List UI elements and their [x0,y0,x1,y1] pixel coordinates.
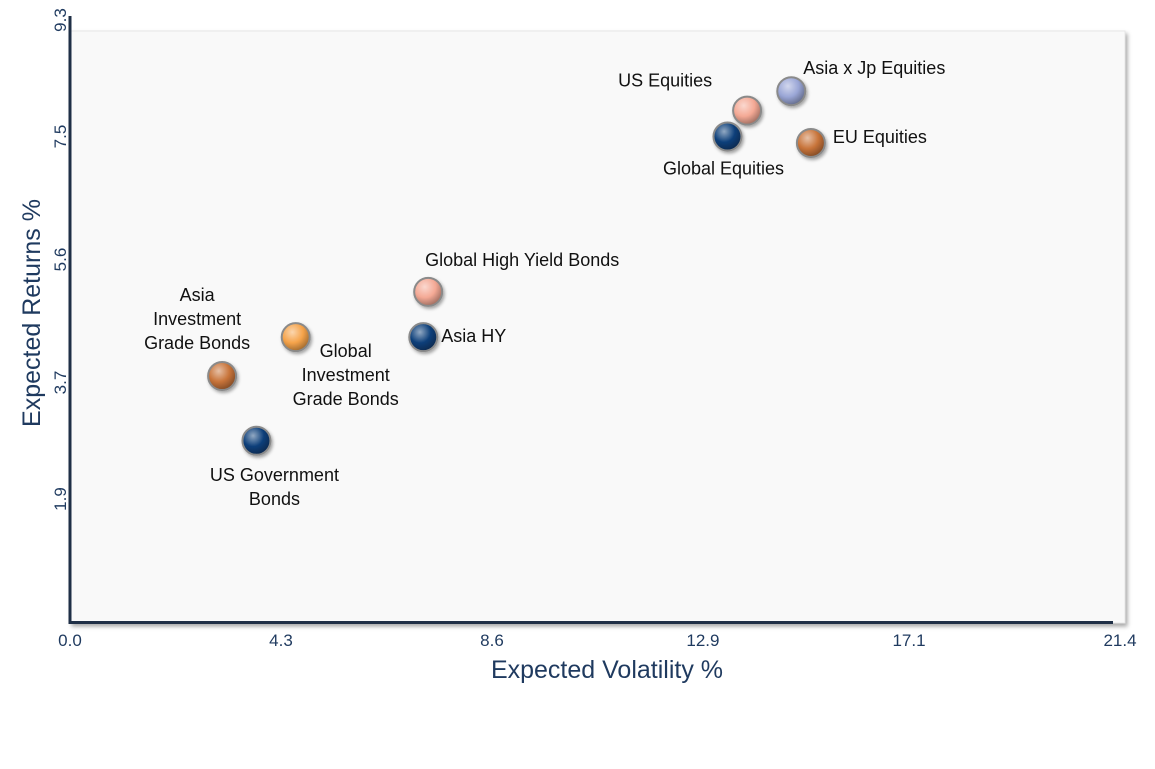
data-point [241,425,272,456]
y-tick-label: 9.3 [51,8,70,32]
point-label-line: Asia HY [441,326,506,346]
point-label: US Equities [618,71,712,91]
point-label-line: Global High Yield Bonds [425,250,619,270]
point-label-line: Investment [153,309,241,329]
point-label-line: EU Equities [833,127,927,147]
point-label: US Government Bonds [210,465,339,509]
y-tick-label: 3.7 [51,371,70,395]
point-label-line: Grade Bonds [293,389,399,409]
point-label-line: US Government [210,465,339,485]
y-tick-label: 5.6 [51,248,70,272]
data-point [280,322,311,353]
x-tick-label: 12.9 [686,631,719,650]
x-tick-label: 0.0 [58,631,82,650]
data-points [207,76,826,456]
point-label-line: Global [320,341,372,361]
point-label: Asia HY [441,326,506,346]
point-label-line: Global Equities [663,159,784,179]
point-label: Global Investment Grade Bonds [293,341,399,409]
x-tick-label: 17.1 [892,631,925,650]
x-tick-label: 21.4 [1103,631,1136,650]
x-axis-title: Expected Volatility % [491,656,723,684]
point-label: EU Equities [833,127,927,147]
data-point [795,127,826,158]
point-label-line: Investment [302,365,390,385]
point-label-line: Asia x Jp Equities [803,58,945,78]
point-label: Global Equities [663,159,784,179]
point-labels: Asia x Jp Equities US Equities Global Equi… [144,58,945,509]
x-tick-label: 8.6 [480,631,504,650]
point-label-line: Asia [180,285,216,305]
y-tick-label: 7.5 [51,125,70,149]
point-label-line: Bonds [249,489,300,509]
data-point [408,322,439,353]
data-point [413,276,444,307]
data-point [712,121,743,152]
point-label-line: US Equities [618,71,712,91]
plot-area [69,30,1126,624]
point-label: Global High Yield Bonds [425,250,619,270]
y-tick-label: 1.9 [51,487,70,511]
point-label: Asia x Jp Equities [803,58,945,78]
data-point [732,95,763,126]
y-axis-title: Expected Returns % [18,199,46,427]
point-label: Asia Investment Grade Bonds [144,285,250,353]
x-tick-label: 4.3 [269,631,293,650]
x-tick-labels: 0.0 4.3 8.6 12.9 17.1 21.4 [58,631,1136,650]
data-point [207,361,238,392]
data-point [776,76,807,107]
y-tick-labels: 1.9 3.7 5.6 7.5 9.3 [51,8,70,511]
point-label-line: Grade Bonds [144,333,250,353]
